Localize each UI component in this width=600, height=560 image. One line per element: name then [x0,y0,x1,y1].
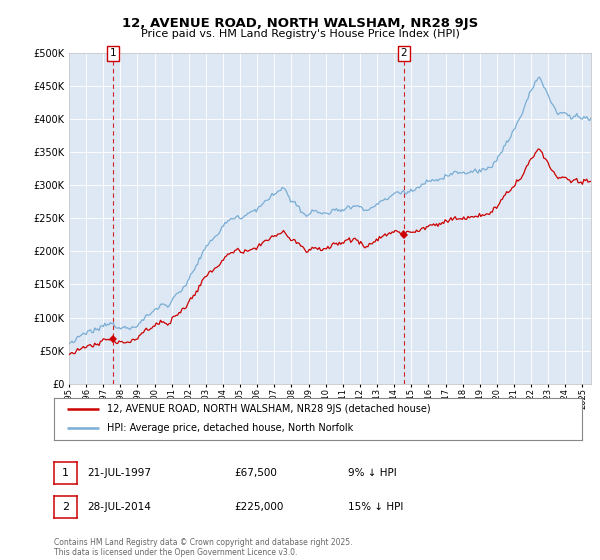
Text: 28-JUL-2014: 28-JUL-2014 [87,502,151,512]
Text: 2: 2 [401,48,407,58]
Text: 1: 1 [62,468,69,478]
Text: £67,500: £67,500 [234,468,277,478]
Text: Price paid vs. HM Land Registry's House Price Index (HPI): Price paid vs. HM Land Registry's House … [140,29,460,39]
Text: HPI: Average price, detached house, North Norfolk: HPI: Average price, detached house, Nort… [107,423,353,433]
Text: 9% ↓ HPI: 9% ↓ HPI [348,468,397,478]
Text: £225,000: £225,000 [234,502,283,512]
Text: 2: 2 [62,502,69,512]
Text: Contains HM Land Registry data © Crown copyright and database right 2025.
This d: Contains HM Land Registry data © Crown c… [54,538,353,557]
Text: 21-JUL-1997: 21-JUL-1997 [87,468,151,478]
Text: 12, AVENUE ROAD, NORTH WALSHAM, NR28 9JS: 12, AVENUE ROAD, NORTH WALSHAM, NR28 9JS [122,17,478,30]
Text: 12, AVENUE ROAD, NORTH WALSHAM, NR28 9JS (detached house): 12, AVENUE ROAD, NORTH WALSHAM, NR28 9JS… [107,404,430,414]
Text: 15% ↓ HPI: 15% ↓ HPI [348,502,403,512]
Text: 1: 1 [109,48,116,58]
